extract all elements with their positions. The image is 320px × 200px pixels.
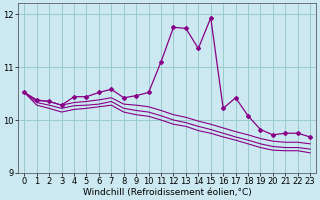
- X-axis label: Windchill (Refroidissement éolien,°C): Windchill (Refroidissement éolien,°C): [83, 188, 252, 197]
